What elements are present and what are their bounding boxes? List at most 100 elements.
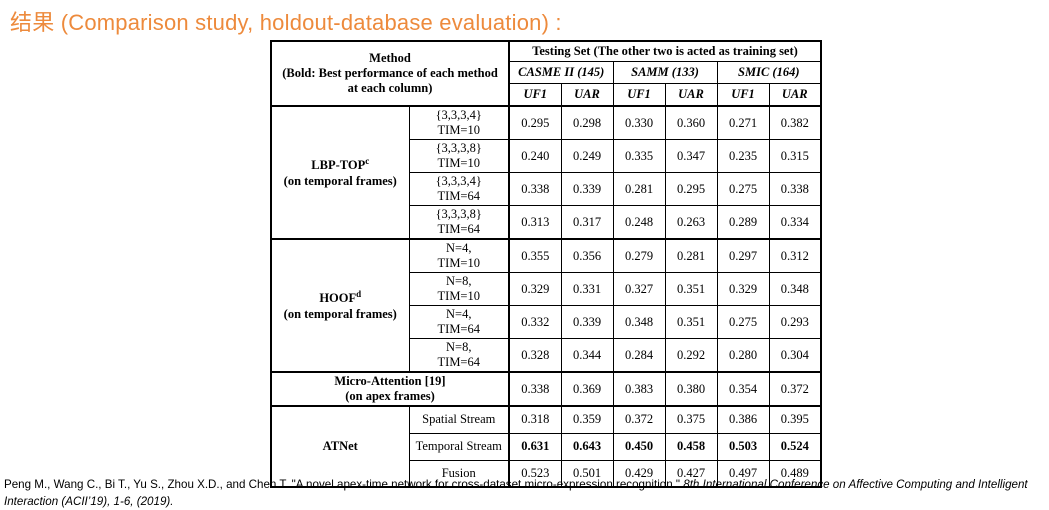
metric-value-cell: 0.339: [560, 172, 614, 206]
metric-value-cell: 0.327: [612, 272, 666, 306]
metric-value-cell: 0.386: [716, 405, 770, 434]
metric-value-cell: 0.359: [560, 405, 614, 434]
table-row: N=8, TIM=64 0.328 0.344 0.284 0.292 0.280 0.304: [271, 338, 822, 373]
metric-value-cell: 0.338: [508, 172, 562, 206]
config-cell: {3,3,3,4} TIM=10: [408, 105, 510, 140]
page-title: 结果 (Comparison study, holdout-database e…: [10, 10, 562, 35]
results-table: Method (Bold: Best performance of each m…: [270, 40, 822, 488]
metric-value-cell: 0.331: [560, 272, 614, 306]
config-cell: Temporal Stream: [408, 432, 510, 461]
method-cell: Micro-Attention [19] (on apex frames): [270, 371, 510, 407]
metric-value-cell: 0.295: [508, 105, 562, 140]
footer-citation: Peng M., Wang C., Bi T., Yu S., Zhou X.D…: [4, 476, 1046, 510]
config-cell: N=8, TIM=10: [408, 272, 510, 306]
metric-value-cell: 0.344: [560, 338, 614, 373]
method-header-cell: Method (Bold: Best performance of each m…: [270, 40, 510, 107]
config-cell: Spatial Stream: [408, 405, 510, 434]
metric-value-cell: 0.427: [664, 459, 718, 488]
metric-value-cell: 0.240: [508, 139, 562, 173]
metric-value-cell: 0.279: [612, 238, 666, 273]
method-name: HOOFd: [319, 289, 362, 306]
table-row: LBP-TOPc (on temporal frames) {3,3,3,4} TIM…: [270, 105, 822, 240]
metric-value-cell: 0.298: [560, 105, 614, 140]
metric-value-cell: 0.281: [612, 172, 666, 206]
metric-value-cell: 0.335: [612, 139, 666, 173]
metric-value-cell: 0.356: [560, 238, 614, 273]
testing-set-header-cell: Testing Set (The other two is acted as t…: [508, 40, 822, 62]
metric-value-cell: 0.383: [612, 371, 666, 407]
metric-value-cell: 0.643: [560, 432, 614, 461]
metric-value-cell: 0.313: [508, 205, 562, 240]
metric-value-cell: 0.271: [716, 105, 770, 140]
dataset-header-casme2: CASME II (145): [508, 61, 614, 84]
metric-value-cell: 0.318: [508, 405, 562, 434]
metric-value-cell: 0.263: [664, 205, 718, 240]
metric-value-cell: 0.329: [716, 272, 770, 306]
method-name: ATNet: [322, 439, 358, 453]
metric-value-cell: 0.338: [508, 371, 562, 407]
method-name: LBP-TOPc: [311, 156, 370, 173]
metric-value-cell: 0.355: [508, 238, 562, 273]
metric-value-cell: 0.360: [664, 105, 718, 140]
metric-value-cell: 0.248: [612, 205, 666, 240]
config-cell: N=8, TIM=64: [408, 338, 510, 373]
metric-value-cell: 0.372: [768, 371, 822, 407]
metric-value-cell: 0.275: [716, 305, 770, 339]
table-row: HOOFd (on temporal frames) N=4, TIM=10 0.355…: [270, 238, 822, 373]
method-subtitle: (on apex frames): [345, 389, 435, 403]
metric-value-cell: 0.235: [716, 139, 770, 173]
metric-header-uf1: UF1: [508, 83, 562, 107]
table-row: N=4, TIM=64 0.332 0.339 0.348 0.351 0.275 0.293: [271, 305, 822, 339]
table-row: ATNet Spatial Stream 0.318 0.359 0.372 0.375 0…: [270, 405, 822, 488]
metric-value-cell: 0.304: [768, 338, 822, 373]
metric-value-cell: 0.351: [664, 305, 718, 339]
metric-value-cell: 0.523: [508, 459, 562, 488]
metric-value-cell: 0.334: [768, 205, 822, 240]
metric-value-cell: 0.275: [716, 172, 770, 206]
dataset-header-samm: SAMM (133): [612, 61, 718, 84]
metric-value-cell: 0.329: [508, 272, 562, 306]
metric-value-cell: 0.458: [664, 432, 718, 461]
metric-value-cell: 0.497: [716, 459, 770, 488]
method-footnote-marker: c: [365, 156, 370, 167]
metric-value-cell: 0.489: [768, 459, 822, 488]
method-cell: LBP-TOPc (on temporal frames): [270, 105, 410, 240]
metric-value-cell: 0.315: [768, 139, 822, 173]
metric-value-cell: 0.524: [768, 432, 822, 461]
dataset-header-smic: SMIC (164): [716, 61, 822, 84]
config-cell: N=4, TIM=64: [408, 305, 510, 339]
table-row: {3,3,3,4} TIM=64 0.338 0.339 0.281 0.295 0.275…: [271, 172, 822, 206]
method-subtitle: (on temporal frames): [283, 173, 397, 188]
table-row: {3,3,3,8} TIM=10 0.240 0.249 0.335 0.347 0.235…: [271, 139, 822, 173]
method-subtitle: (on temporal frames): [283, 306, 397, 321]
metric-value-cell: 0.292: [664, 338, 718, 373]
method-header-line: (Bold: Best performance of each method: [282, 66, 498, 80]
metric-value-cell: 0.295: [664, 172, 718, 206]
metric-value-cell: 0.284: [612, 338, 666, 373]
metric-value-cell: 0.330: [612, 105, 666, 140]
method-footnote-marker: d: [356, 289, 362, 300]
metric-value-cell: 0.338: [768, 172, 822, 206]
method-name: Micro-Attention [19]: [334, 374, 446, 388]
metric-value-cell: 0.429: [612, 459, 666, 488]
metric-value-cell: 0.281: [664, 238, 718, 273]
results-table-body: LBP-TOPc (on temporal frames) {3,3,3,4} TIM…: [270, 105, 822, 488]
table-row: N=8, TIM=10 0.329 0.331 0.327 0.351 0.329 0.348: [271, 272, 822, 306]
metric-header-uar: UAR: [560, 83, 614, 107]
metric-value-cell: 0.351: [664, 272, 718, 306]
metric-value-cell: 0.450: [612, 432, 666, 461]
metric-header-uf1: UF1: [716, 83, 770, 107]
method-cell: ATNet: [270, 405, 410, 488]
metric-value-cell: 0.348: [612, 305, 666, 339]
metric-value-cell: 0.347: [664, 139, 718, 173]
table-row: Fusion 0.523 0.501 0.429 0.427 0.497 0.489: [271, 459, 822, 488]
metric-value-cell: 0.503: [716, 432, 770, 461]
method-header-line: Method: [369, 51, 411, 65]
metric-value-cell: 0.380: [664, 371, 718, 407]
metric-value-cell: 0.339: [560, 305, 614, 339]
citation-regular-text: Peng M., Wang C., Bi T., Yu S., Zhou X.D…: [4, 477, 684, 491]
metric-value-cell: 0.249: [560, 139, 614, 173]
metric-value-cell: 0.382: [768, 105, 822, 140]
metric-header-uar: UAR: [664, 83, 718, 107]
metric-value-cell: 0.372: [612, 405, 666, 434]
